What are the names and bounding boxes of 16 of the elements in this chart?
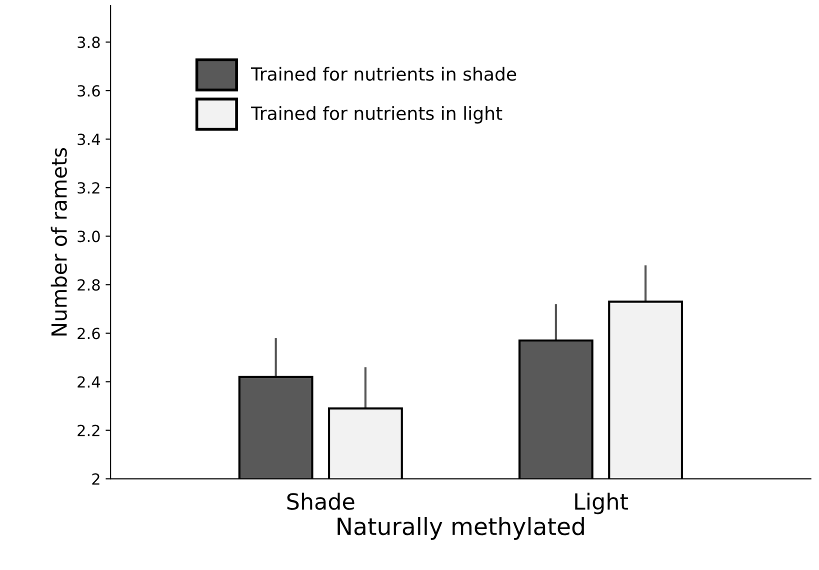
- y-tick-label: 2.6: [78, 328, 100, 340]
- x-axis-title: Naturally methylated: [338, 516, 584, 540]
- legend-label: Trained for nutrients in shade: [250, 66, 516, 81]
- legend-label: Trained for nutrients in light: [250, 106, 502, 124]
- y-tick-label: 2.8: [78, 279, 100, 291]
- x-tick-label: Shade: [287, 492, 354, 510]
- y-tick-label: 3.4: [78, 134, 100, 146]
- y-tick-label: 2.4: [78, 376, 100, 388]
- y-tick-label: 3.0: [78, 230, 100, 242]
- y-tick-label: 3.8: [78, 36, 100, 48]
- y-tick-label: 2: [92, 473, 100, 485]
- x-tick-label: Light: [575, 492, 628, 514]
- y-tick-label: 2.2: [78, 424, 100, 436]
- y-tick-label: 3.6: [78, 85, 100, 97]
- y-axis-title: Number of ramets: [50, 148, 67, 336]
- y-tick-label: 3.2: [78, 182, 100, 194]
